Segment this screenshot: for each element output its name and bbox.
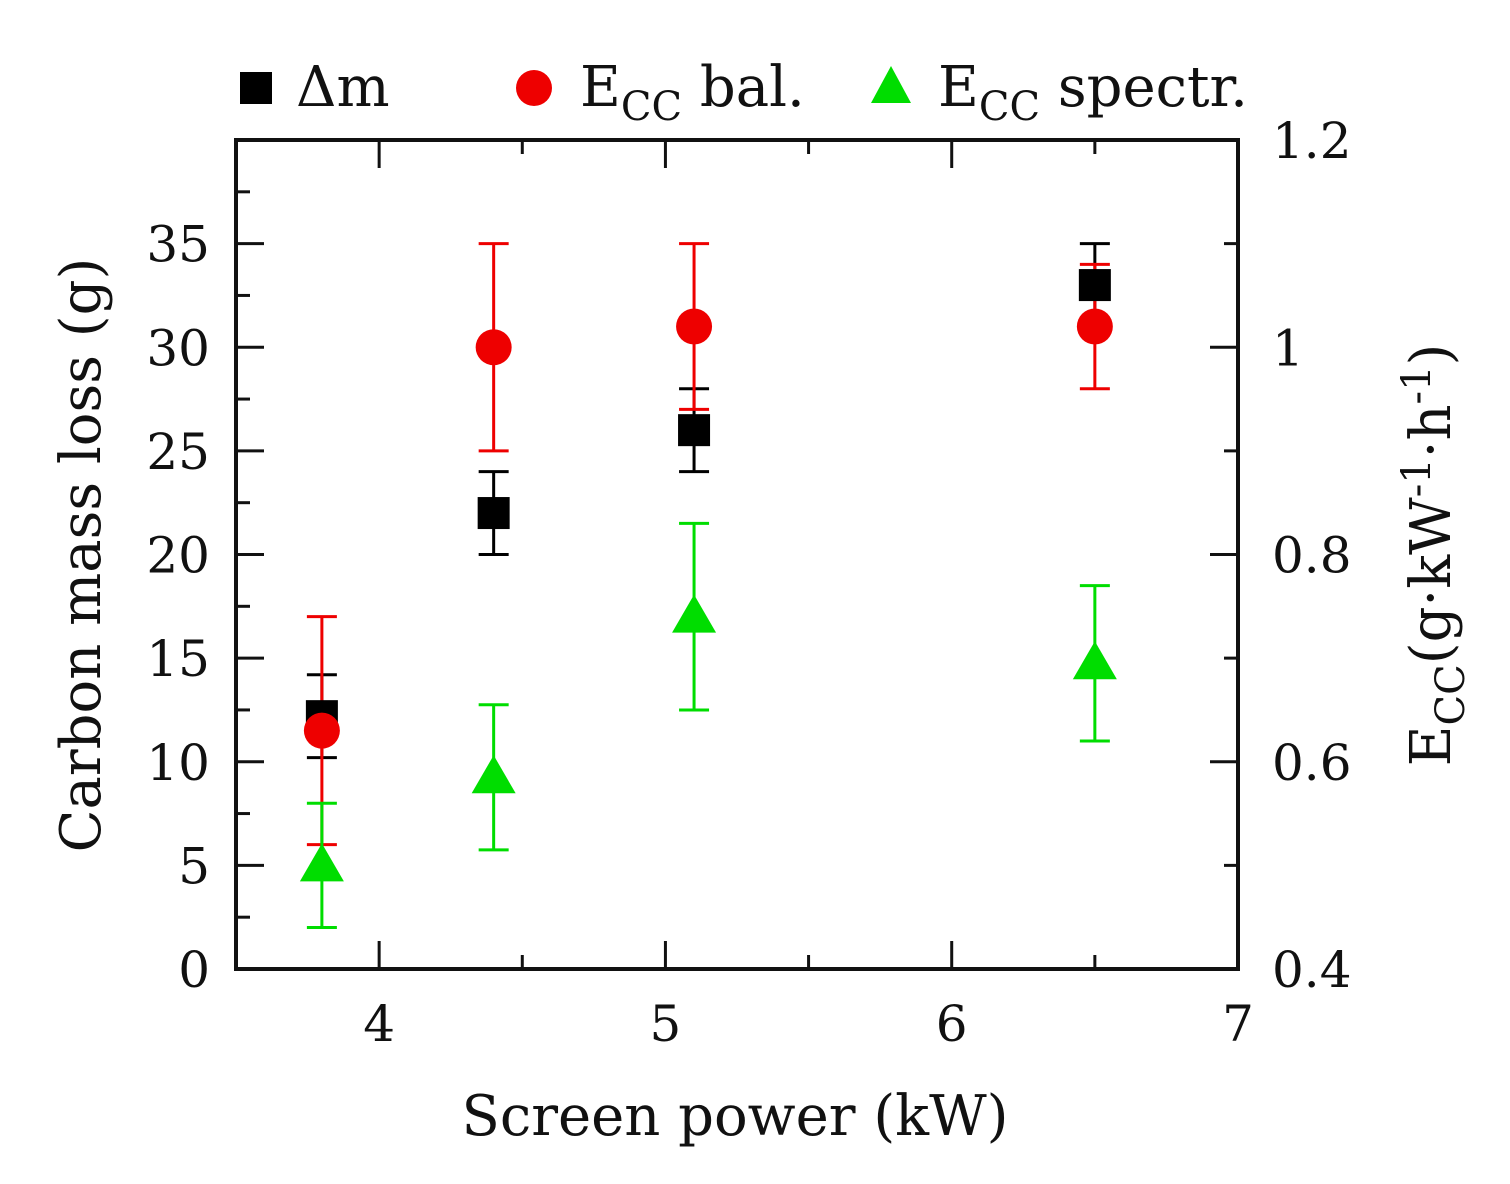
x-tick-label: 5 [650, 995, 682, 1053]
y-left-tick-label: 35 [146, 216, 210, 274]
y-left-tick-label: 0 [178, 941, 210, 999]
x-tick-label: 7 [1222, 995, 1254, 1053]
y-right-tick-label: 1 [1272, 319, 1304, 377]
legend-label-ecc-bal: ECC bal. [580, 55, 805, 130]
point-triangle [1072, 641, 1117, 680]
point-circle [475, 329, 512, 366]
point-circle [676, 308, 713, 345]
y-left-axis-title: Carbon mass loss (g) [49, 258, 114, 853]
x-tick-label: 4 [363, 995, 395, 1053]
point-circle [303, 712, 340, 749]
legend: Δm ECC bal. ECC spectr. [240, 55, 1248, 130]
tick-labels: 4 5 6 7 0 5 10 15 20 25 30 35 0.4 0.6 0.8 1 1.2 [146, 112, 1351, 1053]
y-right-title-unit-suffix: ) [1399, 344, 1464, 366]
x-axis-title: Screen power (kW) [461, 1084, 1008, 1149]
data-markers [299, 269, 1117, 882]
y-left-tick-label: 20 [146, 527, 210, 585]
legend-label-ecc-spectr: ECC spectr. [938, 55, 1248, 130]
y-right-title-mid: ·h [1399, 404, 1464, 458]
point-triangle [299, 843, 344, 882]
x-tick-label: 6 [936, 995, 968, 1053]
y-right-axis-title: ECC(g·kW-1·h-1) [1394, 344, 1474, 767]
y-right-tick-label: 1.2 [1272, 112, 1352, 170]
y-right-title-main: E [1399, 726, 1464, 767]
legend-label-dm: Δm [296, 55, 390, 120]
y-right-title-unit-prefix: (g·kW [1399, 497, 1464, 664]
legend-marker-circle [516, 70, 552, 106]
plot-frame [234, 138, 1240, 971]
point-square [678, 414, 711, 447]
legend-marker-square [240, 72, 272, 104]
y-left-tick-label: 25 [146, 423, 210, 481]
y-left-tick-label: 5 [178, 837, 210, 895]
y-right-title-exp2: -1 [1394, 365, 1440, 404]
point-triangle [672, 594, 717, 633]
point-square [1078, 269, 1111, 302]
point-circle [1076, 308, 1113, 345]
y-right-tick-label: 0.8 [1272, 527, 1352, 585]
y-right-tick-label: 0.4 [1272, 941, 1352, 999]
y-right-title-exp1: -1 [1394, 458, 1440, 497]
y-left-tick-label: 10 [146, 734, 210, 792]
error-bars [306, 242, 1110, 930]
y-left-tick-label: 15 [146, 630, 210, 688]
y-left-tick-label: 30 [146, 319, 210, 377]
point-square [477, 497, 510, 530]
point-triangle [471, 755, 516, 794]
y-right-title-sub: CC [1428, 664, 1474, 725]
y-right-tick-label: 0.6 [1272, 734, 1352, 792]
legend-marker-triangle [871, 66, 911, 103]
